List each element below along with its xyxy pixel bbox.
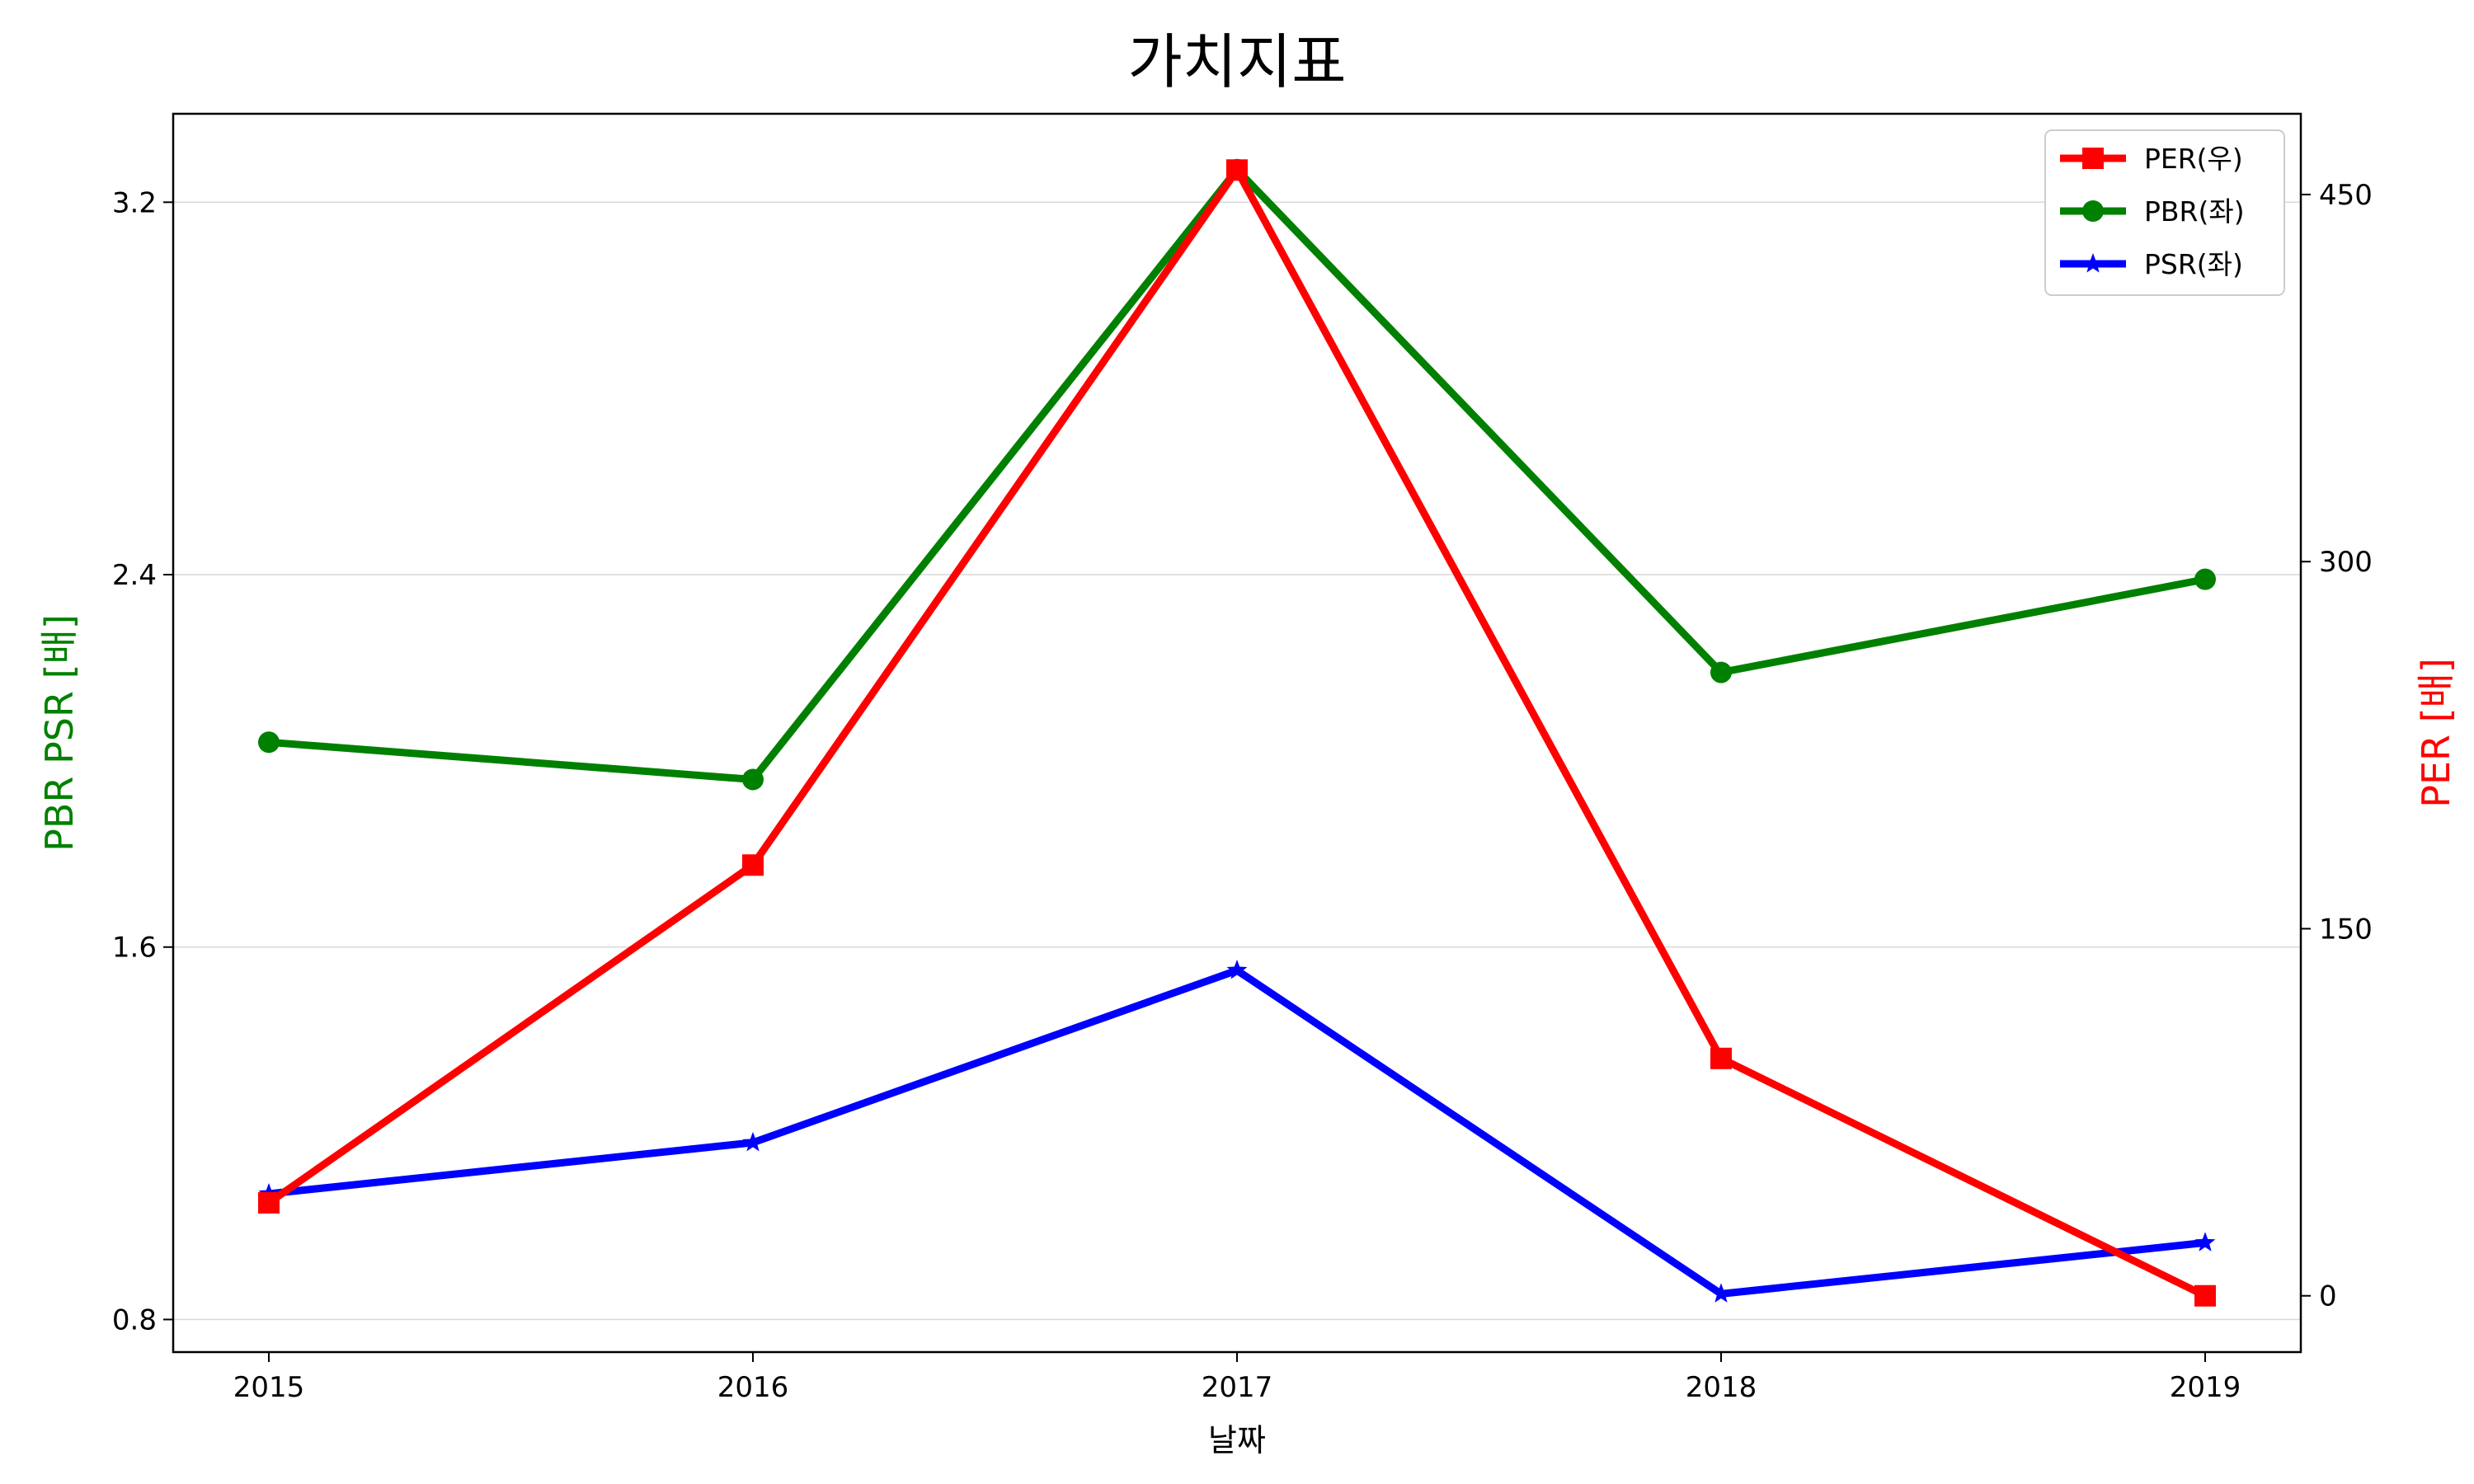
x-tick-label: 2016 [717,1371,789,1404]
right-y-axis: 0 150 300 450 [2301,179,2373,1313]
right-y-tick-label: 450 [2319,179,2373,212]
data-point-2016 [742,854,764,876]
legend-label: PER(우) [2144,143,2243,175]
data-point-2016 [742,1131,764,1152]
data-point-2019 [2194,568,2216,590]
right-y-tick-label: 150 [2319,913,2373,946]
left-y-tick-label: 2.4 [112,559,157,592]
left-y-tick-label: 3.2 [112,186,157,219]
data-point-2019 [2194,1232,2216,1252]
left-y-axis-label: PBR PSR [배] [37,614,82,852]
x-axis-label: 날짜 [1208,1422,1266,1458]
data-point-2017 [1226,159,1248,181]
chart-title: 가치지표 [1128,27,1347,96]
left-y-tick-label: 0.8 [112,1303,157,1336]
legend-item: PER(우) [2060,143,2243,175]
x-tick-label: 2015 [233,1371,305,1404]
right-y-tick-label: 300 [2319,546,2373,579]
left-y-axis: 0.8 1.6 2.4 3.2 [112,186,173,1336]
legend-label: PBR(좌) [2144,195,2245,228]
legend-label: PSR(좌) [2144,248,2243,280]
series-square [258,159,2216,1307]
legend-item: PBR(좌) [2060,195,2245,228]
right-y-axis-label: PER [배] [2414,658,2458,808]
grid-lines [173,201,2301,1321]
legend-marker [2082,253,2104,273]
data-point-2019 [2194,1284,2216,1307]
data-point-2015 [258,1191,280,1214]
data-point-2015 [258,731,280,754]
left-y-tick-label: 1.6 [112,932,157,965]
legend-item: PSR(좌) [2060,248,2243,280]
x-axis: 2015 2016 2017 2018 2019 [233,1352,2241,1404]
legend-marker [2082,200,2104,222]
data-point-2018 [1710,1283,1732,1303]
legend-marker [2082,148,2104,169]
data-point-2017 [1226,960,1248,979]
data-point-2018 [1710,1047,1732,1069]
right-y-tick-label: 0 [2319,1280,2337,1313]
legend-box [2044,129,2285,296]
x-tick-label: 2019 [2170,1371,2241,1404]
data-point-2016 [742,768,764,791]
legend: PER(우) PBR(좌) PSR(좌) [2044,129,2285,296]
x-tick-label: 2018 [1686,1371,1757,1404]
data-point-2018 [1710,661,1732,683]
x-tick-label: 2017 [1202,1371,1273,1404]
series-layer [258,158,2216,1307]
